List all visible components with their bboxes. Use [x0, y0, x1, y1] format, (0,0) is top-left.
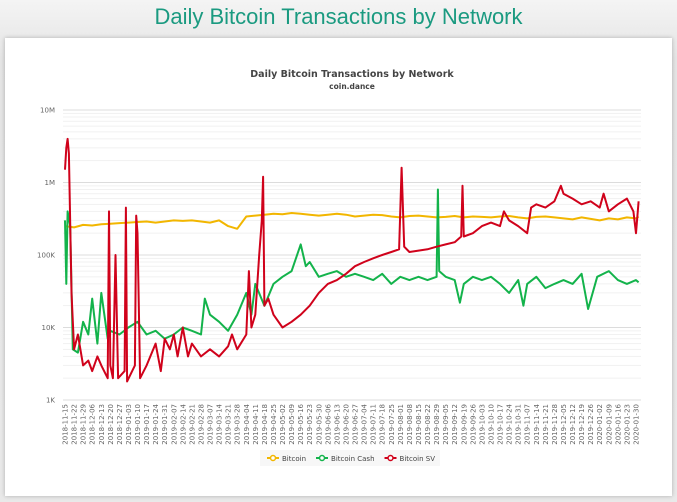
- series-line-bitcoin-cash: [64, 188, 640, 354]
- x-tick-label: 2019-07-18: [379, 404, 387, 445]
- x-tick-label: 2019-01-31: [161, 404, 169, 445]
- x-tick-label: 2019-08-15: [415, 404, 423, 445]
- x-tick-label: 2019-01-10: [134, 404, 142, 445]
- y-tick-label: 100K: [37, 252, 55, 260]
- x-tick-label: 2019-01-03: [125, 404, 133, 445]
- x-tick-label: 2019-03-21: [225, 404, 233, 445]
- x-tick-label: 2019-02-28: [197, 404, 205, 445]
- legend-label-bitcoin: Bitcoin: [282, 455, 306, 463]
- x-tick-label: 2019-03-14: [216, 403, 224, 444]
- x-tick-label: 2019-04-11: [252, 404, 260, 445]
- x-tick-label: 2019-11-07: [524, 404, 532, 445]
- x-tick-label: 2019-02-07: [170, 404, 178, 445]
- x-tick-label: 2019-02-21: [188, 404, 196, 445]
- x-tick-label: 2019-09-26: [469, 403, 477, 444]
- legend-marker-dot-bitcoin-sv: [387, 454, 394, 462]
- series-line-bitcoin-sv: [64, 137, 640, 383]
- x-tick-label: 2019-05-02: [279, 404, 287, 445]
- x-tick-label: 2019-03-07: [207, 404, 215, 445]
- legend-box: [260, 450, 440, 466]
- x-tick-label: 2019-04-18: [261, 404, 269, 445]
- x-tick-label: 2019-09-12: [451, 404, 459, 445]
- x-tick-label: 2018-11-15: [62, 404, 70, 445]
- x-tick-label: 2019-10-03: [478, 404, 486, 445]
- x-tick-label: 2019-11-28: [551, 404, 559, 445]
- x-tick-label: 2019-06-13: [333, 404, 341, 445]
- x-tick-label: 2019-10-17: [497, 404, 505, 445]
- x-tick-label: 2019-08-29: [433, 404, 441, 445]
- y-tick-label: 1M: [45, 179, 56, 187]
- x-tick-label: 2019-07-11: [370, 404, 378, 445]
- x-tick-label: 2019-04-25: [270, 404, 278, 445]
- x-tick-label: 2019-09-19: [460, 404, 468, 445]
- x-tick-label: 2019-05-23: [306, 404, 314, 445]
- x-tick-label: 2019-05-30: [315, 404, 323, 445]
- x-tick-label: 2018-12-27: [116, 404, 124, 445]
- x-tick-label: 2019-08-22: [424, 404, 432, 445]
- x-tick-label: 2019-11-14: [533, 403, 541, 444]
- y-tick-label: 10M: [40, 107, 55, 115]
- x-tick-label: 2019-06-20: [342, 404, 350, 445]
- chart-subtitle: coin.dance: [329, 82, 375, 91]
- x-tick-label: 2019-01-17: [143, 404, 151, 445]
- x-tick-label: 2019-05-16: [297, 403, 305, 444]
- legend-marker-dot-bitcoin-cash: [318, 454, 326, 462]
- chart: Daily Bitcoin Transactions by Network co…: [37, 69, 641, 466]
- y-tick-label: 10K: [42, 324, 56, 332]
- legend-marker-dot-bitcoin: [269, 454, 277, 462]
- x-tick-label: 2019-06-27: [352, 404, 360, 445]
- legend-label-bitcoin-cash: Bitcoin Cash: [331, 455, 375, 463]
- x-tick-label: 2019-10-31: [515, 404, 523, 445]
- x-tick-label: 2019-12-12: [569, 404, 577, 445]
- page-title: Daily Bitcoin Transactions by Network: [154, 4, 523, 29]
- x-tick-label: 2019-05-09: [288, 404, 296, 445]
- x-tick-label: 2019-10-10: [487, 404, 495, 445]
- x-tick-label: 2018-11-22: [71, 404, 79, 445]
- x-tick-label: 2019-08-01: [397, 404, 405, 445]
- x-tick-label: 2020-01-16: [614, 403, 622, 444]
- x-tick-label: 2019-12-26: [587, 403, 595, 444]
- x-tick-label: 2019-07-04: [361, 403, 369, 444]
- x-tick-label: 2018-12-20: [107, 404, 115, 445]
- x-tick-label: 2019-07-25: [388, 404, 396, 445]
- x-tick-label: 2019-01-24: [152, 403, 160, 444]
- x-tick-label: 2018-11-29: [80, 404, 88, 445]
- chart-title: Daily Bitcoin Transactions by Network: [250, 69, 454, 80]
- x-tick-label: 2020-01-30: [633, 404, 641, 445]
- x-tick-label: 2019-10-24: [506, 403, 514, 444]
- x-tick-label: 2019-09-05: [442, 404, 450, 445]
- x-tick-label: 2019-06-06: [324, 403, 332, 444]
- x-tick-label: 2020-01-23: [623, 404, 631, 445]
- legend-label-bitcoin-sv: Bitcoin SV: [400, 455, 436, 463]
- series-line-bitcoin: [64, 212, 640, 230]
- x-tick-label: 2018-12-06: [89, 403, 97, 444]
- x-tick-label: 2019-08-08: [406, 404, 414, 445]
- x-tick-label: 2019-04-04: [243, 403, 251, 444]
- x-tick-label: 2019-03-28: [234, 404, 242, 445]
- x-tick-label: 2018-12-13: [98, 404, 106, 445]
- x-tick-label: 2019-12-05: [560, 404, 568, 445]
- x-tick-label: 2019-11-21: [542, 404, 550, 445]
- y-tick-label: 1K: [46, 397, 55, 405]
- chart-card: Daily Bitcoin Transactions by Network co…: [5, 38, 672, 496]
- x-tick-label: 2020-01-02: [596, 404, 604, 445]
- x-tick-label: 2020-01-09: [605, 404, 613, 445]
- x-tick-label: 2019-02-14: [179, 403, 187, 444]
- x-tick-label: 2019-12-19: [578, 404, 586, 445]
